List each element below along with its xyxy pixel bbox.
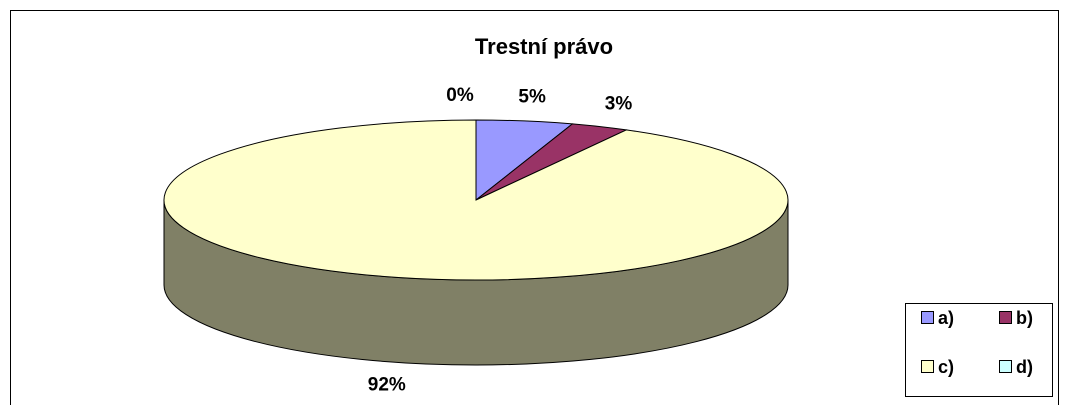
legend-label: a) (938, 308, 954, 328)
data-label: 0% (446, 85, 474, 106)
legend-swatch (999, 311, 1012, 324)
chart-title: Trestní právo (475, 34, 613, 59)
legend-swatch (921, 360, 934, 373)
data-label: 92% (368, 375, 406, 396)
data-label: 3% (605, 94, 633, 115)
legend-label: c) (938, 357, 954, 377)
legend-label: d) (1016, 357, 1033, 377)
legend-swatch (921, 311, 934, 324)
data-label: 5% (518, 86, 546, 107)
legend-label: b) (1016, 308, 1033, 328)
legend-swatch (999, 360, 1012, 373)
